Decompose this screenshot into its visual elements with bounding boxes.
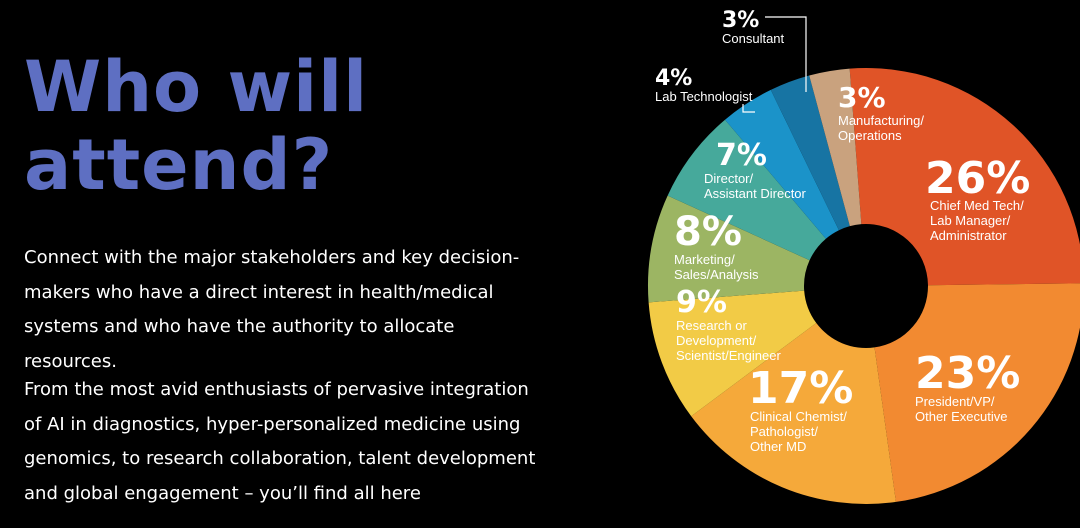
slice-4-label-line: Scientist/Engineer [676, 348, 781, 363]
slice-4-percent: 9% [676, 285, 727, 320]
slice-6-label-line: Assistant Director [704, 186, 807, 201]
slice-2-label-line: Other Executive [915, 409, 1008, 424]
headline-line-1: Who will [24, 46, 369, 128]
slice-5-percent: 8% [674, 209, 742, 255]
detail-paragraph: From the most avid enthusiasts of pervas… [24, 379, 536, 504]
slice-3 [691, 323, 896, 504]
slice-7 [725, 89, 839, 239]
headline-line-2: attend? [24, 124, 334, 206]
intro-paragraph: Connect with the major stakeholders and … [24, 247, 520, 372]
slice-4-label-line: Research or [676, 318, 747, 333]
slice-6-percent: 7% [716, 138, 767, 173]
headline: Who will attend? [24, 48, 368, 204]
slice-7-label-line: Lab Technologist [655, 89, 753, 104]
slice-5-label-line: Sales/Analysis [674, 267, 759, 282]
slice-9-label-line: Operations [838, 128, 902, 143]
slice-9-label-line: Manufacturing/ [838, 113, 924, 128]
slice-7-percent: 4% [655, 66, 692, 91]
slice-2 [874, 283, 1080, 502]
slice-1-label-line: Chief Med Tech/ [930, 198, 1024, 213]
slice-9-percent: 3% [838, 81, 886, 114]
slice-3-label-line: Other MD [750, 439, 806, 454]
slice-8-label-line: Consultant [722, 31, 785, 46]
slice-6 [667, 119, 826, 261]
slice-4-label-line: Development/ [676, 333, 757, 348]
slice-8-percent: 3% [722, 8, 759, 33]
slice-3-label-line: Clinical Chemist/ [750, 409, 847, 424]
slice-1-label-line: Administrator [930, 228, 1007, 243]
slice-1-label-line: Lab Manager/ [930, 213, 1011, 228]
slice-9 [809, 68, 862, 227]
slice-5-label-line: Marketing/ [674, 252, 735, 267]
slice-6-label-line: Director/ [704, 171, 754, 186]
slice-5 [648, 195, 810, 303]
slice-3-percent: 17% [748, 363, 853, 414]
slice-8 [770, 75, 850, 231]
leader-line-consultant [765, 16, 807, 92]
slice-4 [648, 290, 817, 417]
leader-line-lab-technologist [742, 104, 755, 113]
slice-2-label-line: President/VP/ [915, 394, 995, 409]
slice-2-percent: 23% [915, 348, 1020, 399]
slice-1 [849, 68, 1080, 286]
slice-3-label-line: Pathologist/ [750, 424, 818, 439]
slice-1-percent: 26% [925, 153, 1030, 204]
